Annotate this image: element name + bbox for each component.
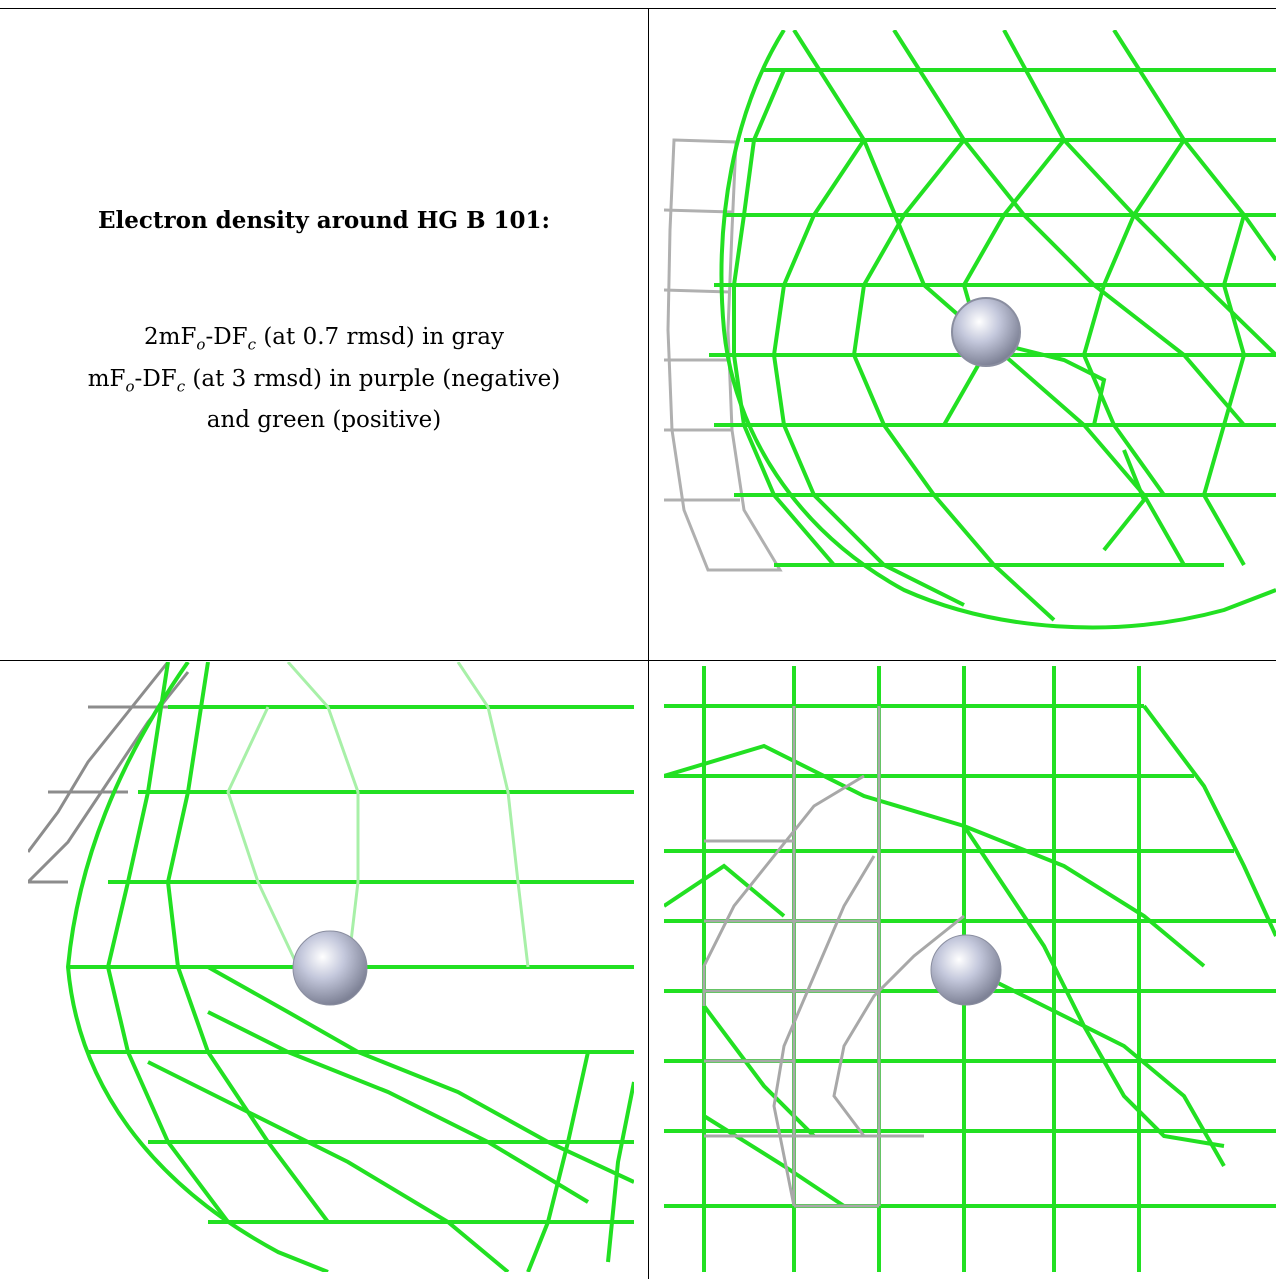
gray-mesh-icon <box>702 706 965 1208</box>
view-bottom-left <box>28 662 634 1272</box>
view-bottom-right <box>664 666 1276 1272</box>
density-render-top-right <box>664 30 1276 630</box>
caption-title: Electron density around HG B 101: <box>97 207 551 234</box>
green-mesh-icon <box>709 30 1276 630</box>
border-top <box>0 8 1276 9</box>
gray-mesh-icon <box>664 138 783 572</box>
legend-green-line: and green (positive) <box>206 407 442 434</box>
caption-cell: Electron density around HG B 101: 2mFo-D… <box>0 0 648 660</box>
faint-green-mesh-icon <box>226 662 530 968</box>
green-mesh-icon <box>65 662 634 1272</box>
border-middle <box>0 660 1276 661</box>
mercury-atom-sphere-icon <box>930 934 1002 1006</box>
density-render-bottom-left <box>28 662 634 1272</box>
border-center-vertical <box>648 8 649 1279</box>
mercury-atom-sphere-icon <box>951 297 1021 367</box>
legend-difference-line: mFo-DFc (at 3 rmsd) in purple (negative) <box>87 365 561 396</box>
view-top-right <box>664 30 1276 636</box>
caption-legend: 2mFo-DFc (at 0.7 rmsd) in gray mFo-DFc (… <box>0 320 648 437</box>
mercury-atom-sphere-icon <box>292 930 368 1006</box>
density-render-bottom-right <box>664 666 1276 1272</box>
legend-gray-line: 2mFo-DFc (at 0.7 rmsd) in gray <box>144 324 504 354</box>
